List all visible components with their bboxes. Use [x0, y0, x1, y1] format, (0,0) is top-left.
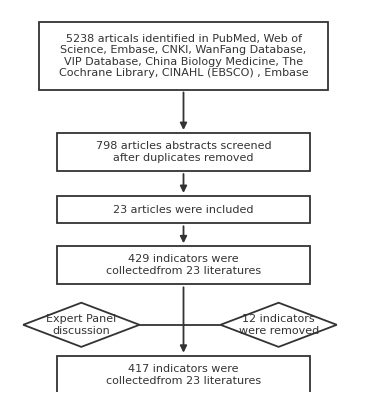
FancyBboxPatch shape — [57, 356, 310, 394]
FancyBboxPatch shape — [39, 22, 328, 90]
FancyBboxPatch shape — [57, 133, 310, 171]
FancyBboxPatch shape — [57, 246, 310, 284]
Text: 429 indicators were
collectedfrom 23 literatures: 429 indicators were collectedfrom 23 lit… — [106, 254, 261, 276]
Text: 417 indicators were
collectedfrom 23 literatures: 417 indicators were collectedfrom 23 lit… — [106, 364, 261, 386]
Polygon shape — [221, 303, 337, 347]
Polygon shape — [23, 303, 139, 347]
Text: 5238 articals identified in PubMed, Web of
Science, Embase, CNKI, WanFang Databa: 5238 articals identified in PubMed, Web … — [59, 34, 308, 78]
FancyBboxPatch shape — [57, 196, 310, 224]
Text: 12 indicators
were removed: 12 indicators were removed — [239, 314, 319, 336]
Text: 23 articles were included: 23 articles were included — [113, 205, 254, 214]
Text: Expert Panel
discussion: Expert Panel discussion — [46, 314, 116, 336]
Text: 798 articles abstracts screened
after duplicates removed: 798 articles abstracts screened after du… — [96, 141, 271, 163]
